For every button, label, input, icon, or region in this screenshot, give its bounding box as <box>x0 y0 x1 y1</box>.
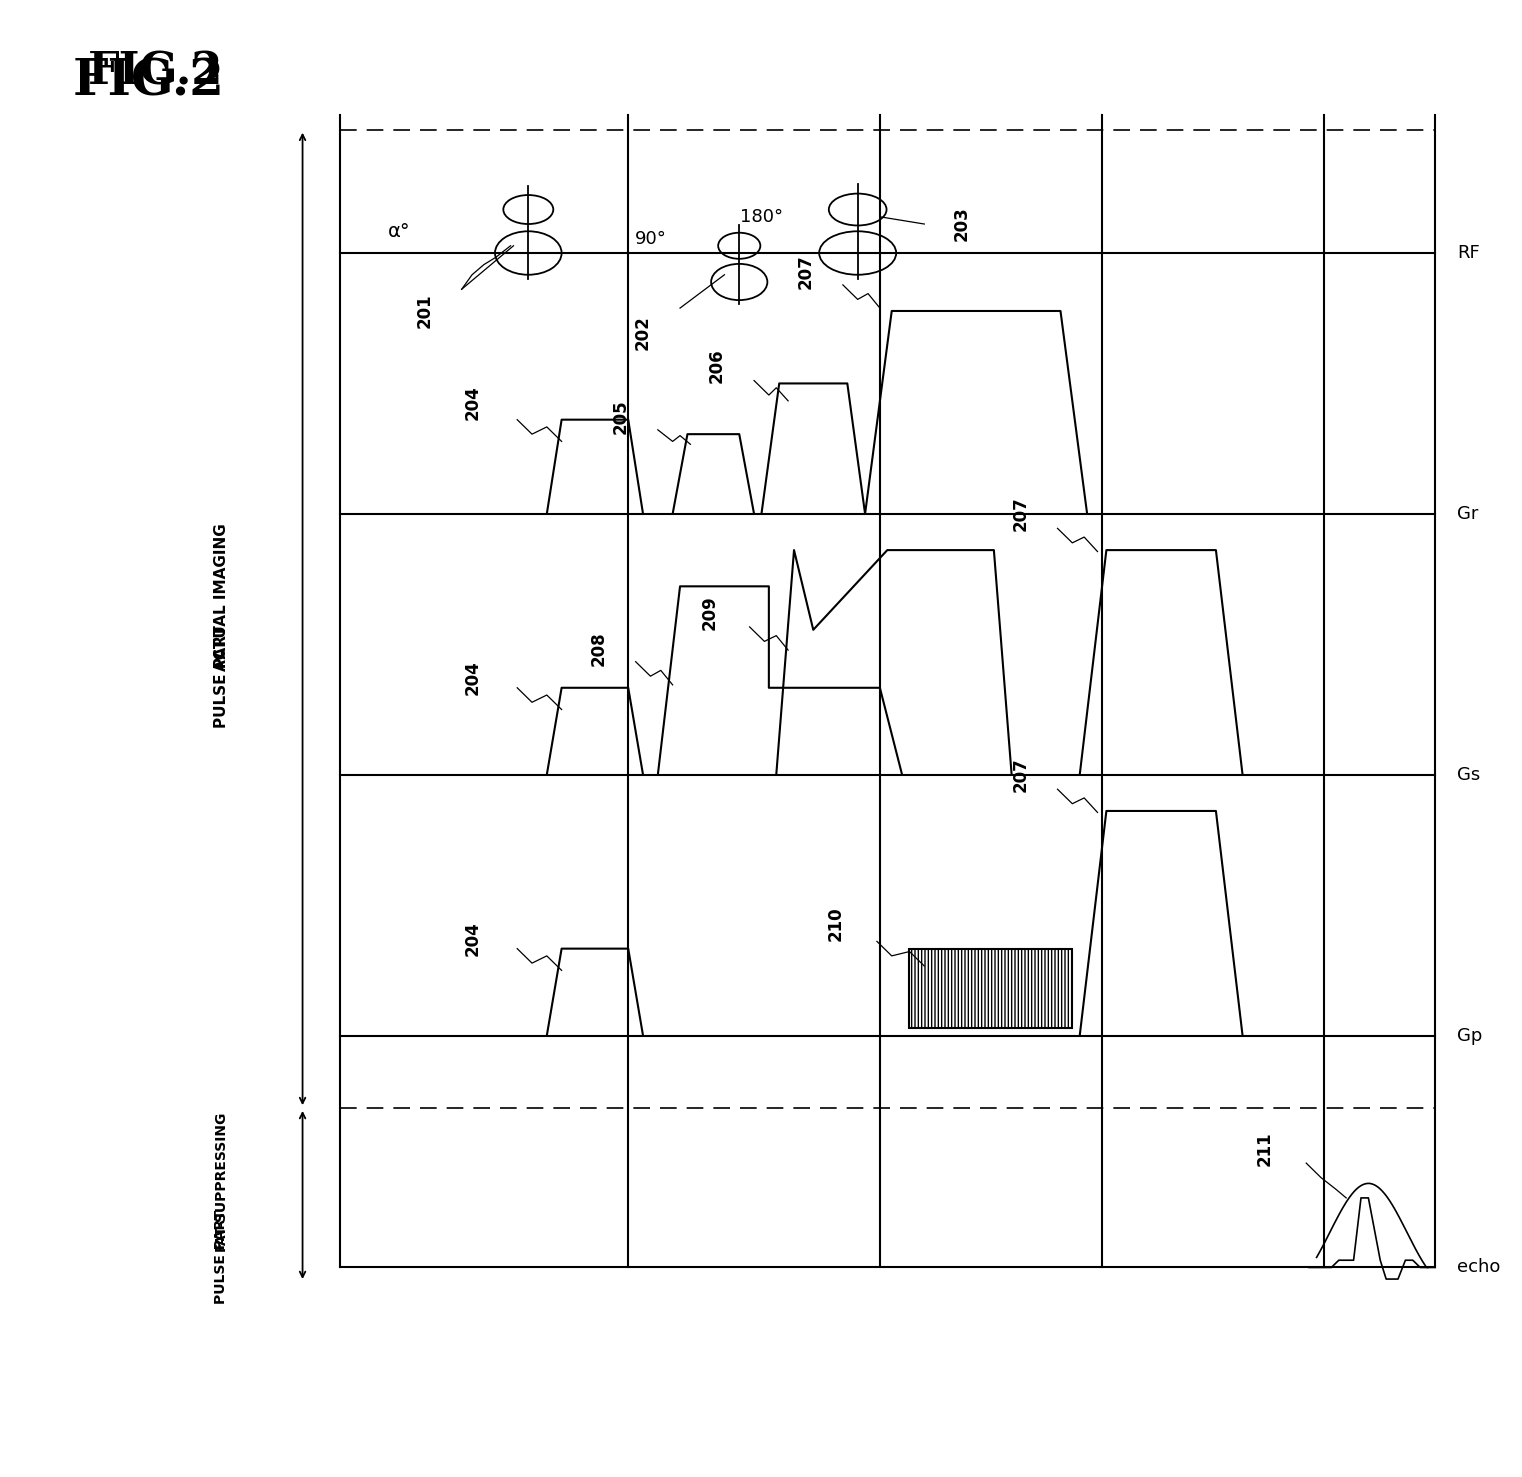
Text: 209: 209 <box>700 595 718 629</box>
Text: 204: 204 <box>464 660 482 696</box>
Text: ACTUAL IMAGING: ACTUAL IMAGING <box>213 523 228 671</box>
Text: α°: α° <box>388 222 409 241</box>
Text: 207: 207 <box>1012 496 1029 532</box>
Text: 206: 206 <box>708 349 726 384</box>
Text: PULSE PART: PULSE PART <box>213 625 228 728</box>
Text: Gs: Gs <box>1457 765 1481 784</box>
Text: 205: 205 <box>612 400 630 434</box>
Text: echo: echo <box>1457 1258 1501 1276</box>
Text: 201: 201 <box>416 294 434 328</box>
Text: 203: 203 <box>953 207 971 241</box>
Text: 204: 204 <box>464 922 482 956</box>
Text: 180°: 180° <box>740 208 782 226</box>
Text: 90°: 90° <box>635 229 667 248</box>
Text: Gp: Gp <box>1457 1027 1482 1044</box>
Text: 211: 211 <box>1256 1131 1274 1165</box>
Text: FIG.2: FIG.2 <box>88 50 224 93</box>
Text: 207: 207 <box>1012 758 1029 792</box>
Text: FIG.2: FIG.2 <box>73 58 225 106</box>
Text: PULSE PART: PULSE PART <box>215 1210 228 1304</box>
Text: 208: 208 <box>589 631 607 666</box>
Text: FAT-SUPPRESSING: FAT-SUPPRESSING <box>215 1111 228 1251</box>
Text: 204: 204 <box>464 385 482 419</box>
Bar <box>910 948 1073 1028</box>
Text: 210: 210 <box>826 907 845 941</box>
Text: RF: RF <box>1457 244 1479 261</box>
Text: 202: 202 <box>635 316 651 350</box>
Text: 207: 207 <box>798 254 814 289</box>
Text: Gr: Gr <box>1457 505 1478 523</box>
